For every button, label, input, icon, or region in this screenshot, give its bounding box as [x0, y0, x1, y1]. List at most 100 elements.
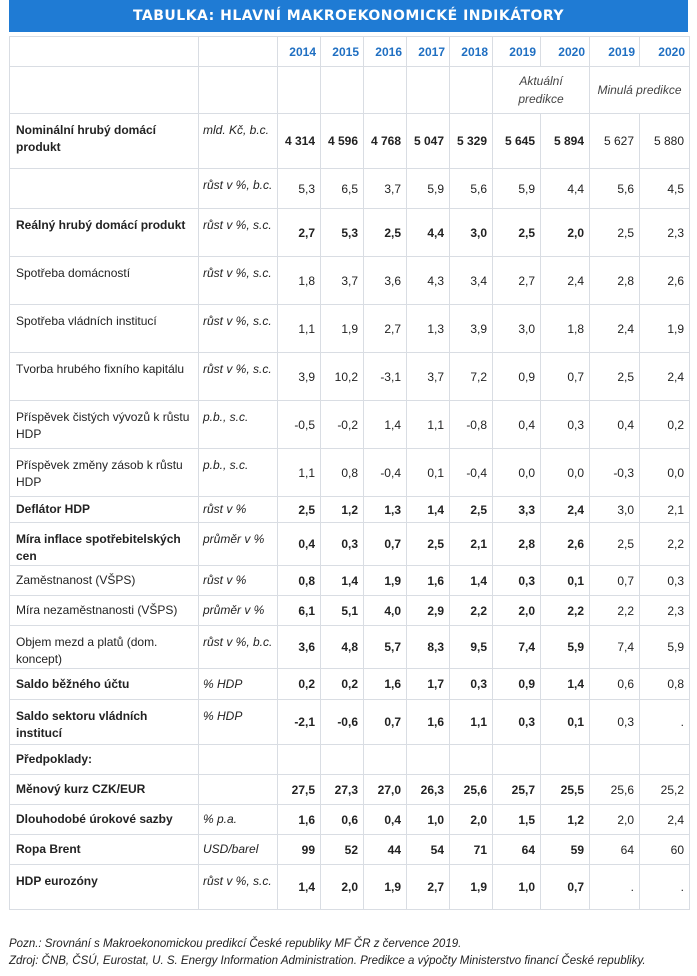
- value-cell: [277, 744, 321, 775]
- value-cell: 25,7: [492, 774, 541, 805]
- value-cell: 99: [277, 834, 321, 865]
- value-cell: 0,0: [639, 448, 690, 497]
- footnotes: Pozn.: Srovnání s Makroekonomickou predi…: [9, 936, 694, 970]
- value-cell: 1,4: [449, 565, 493, 596]
- value-cell: 5,6: [449, 168, 493, 209]
- value-cell: 3,7: [363, 168, 407, 209]
- macro-indicators-table: 2014 2015 2016 2017 2018 2019 2020 2019 2020 Akt…: [9, 36, 690, 910]
- value-cell: 4 596: [320, 113, 364, 169]
- value-cell: 64: [589, 834, 640, 865]
- indicator-unit: USD/barel: [198, 834, 278, 865]
- value-cell: 1,8: [277, 256, 321, 305]
- table-row: Zaměstnanost (VŠPS) růst v % 0,8 1,4 1,9 1,6 1…: [9, 565, 690, 596]
- value-cell: 0,3: [589, 699, 640, 745]
- value-cell: 2,5: [492, 208, 541, 257]
- indicator-name: Deflátor HDP: [9, 496, 199, 523]
- value-cell: [406, 744, 450, 775]
- indicator-unit: [198, 744, 278, 775]
- value-cell: 0,1: [406, 448, 450, 497]
- value-cell: 5 880: [639, 113, 690, 169]
- corner-cell: [9, 36, 199, 67]
- indicator-name: Míra nezaměstnanosti (VŠPS): [9, 595, 199, 626]
- value-cell: 0,3: [449, 668, 493, 700]
- value-cell: 2,2: [540, 595, 590, 626]
- value-cell: 4,0: [363, 595, 407, 626]
- value-cell: 2,3: [639, 595, 690, 626]
- value-cell: [589, 744, 640, 775]
- value-cell: 5 894: [540, 113, 590, 169]
- value-cell: 1,9: [363, 565, 407, 596]
- value-cell: 2,2: [449, 595, 493, 626]
- value-cell: 54: [406, 834, 450, 865]
- indicator-unit: průměr v %: [198, 522, 278, 566]
- value-cell: 5,6: [589, 168, 640, 209]
- value-cell: 0,2: [277, 668, 321, 700]
- value-cell: 52: [320, 834, 364, 865]
- value-cell: 1,1: [277, 448, 321, 497]
- value-cell: 2,5: [589, 208, 640, 257]
- table-row: Deflátor HDP růst v % 2,5 1,2 1,3 1,4 2,5 3,3 2,…: [9, 496, 690, 523]
- value-cell: [320, 744, 364, 775]
- value-cell: 59: [540, 834, 590, 865]
- indicator-unit: růst v %, s.c.: [198, 256, 278, 305]
- indicator-name: Dlouhodobé úrokové sazby: [9, 804, 199, 835]
- value-cell: 1,0: [492, 864, 541, 910]
- value-cell: [639, 744, 690, 775]
- value-cell: -0,3: [589, 448, 640, 497]
- value-cell: 5,9: [492, 168, 541, 209]
- value-cell: 2,0: [320, 864, 364, 910]
- table-row: Míra nezaměstnanosti (VŠPS) průměr v % 6,1…: [9, 595, 690, 626]
- table-row: Saldo sektoru vládních institucí% HDP -2,…: [9, 699, 690, 745]
- value-cell: 1,9: [320, 304, 364, 353]
- year-header-3: 2017: [406, 36, 450, 67]
- year-header-5: 2019: [492, 36, 541, 67]
- table-title: TABULKA: HLAVNÍ MAKROEKONOMICKÉ INDIKÁTO…: [9, 0, 688, 32]
- value-cell: 1,9: [363, 864, 407, 910]
- value-cell: 2,5: [406, 522, 450, 566]
- value-cell: 3,0: [449, 208, 493, 257]
- indicator-unit: růst v %, s.c.: [198, 304, 278, 353]
- indicator-unit: mld. Kč, b.c.: [198, 113, 278, 169]
- value-cell: 4,4: [406, 208, 450, 257]
- value-cell: 3,7: [406, 352, 450, 401]
- value-cell: 25,5: [540, 774, 590, 805]
- value-cell: 1,6: [277, 804, 321, 835]
- value-cell: 6,1: [277, 595, 321, 626]
- value-cell: 2,7: [406, 864, 450, 910]
- value-cell: 2,7: [363, 304, 407, 353]
- year-header-2: 2016: [363, 36, 407, 67]
- footnote-pozn: Pozn.: Srovnání s Makroekonomickou predi…: [9, 938, 462, 950]
- value-cell: 0,9: [492, 352, 541, 401]
- indicator-name: Tvorba hrubého fixního kapitálu: [9, 352, 199, 401]
- value-cell: 0,9: [492, 668, 541, 700]
- value-cell: 71: [449, 834, 493, 865]
- indicator-unit: průměr v %: [198, 595, 278, 626]
- value-cell: 9,5: [449, 625, 493, 669]
- indicator-name: Předpoklady:: [9, 744, 199, 775]
- value-cell: 4,8: [320, 625, 364, 669]
- value-cell: 3,9: [277, 352, 321, 401]
- value-cell: 1,3: [363, 496, 407, 523]
- value-cell: 3,0: [589, 496, 640, 523]
- value-cell: 5 329: [449, 113, 493, 169]
- year-header-1: 2015: [320, 36, 364, 67]
- value-cell: 0,4: [589, 400, 640, 449]
- value-cell: 0,3: [320, 522, 364, 566]
- value-cell: 1,0: [406, 804, 450, 835]
- value-cell: 2,1: [449, 522, 493, 566]
- value-cell: 2,0: [540, 208, 590, 257]
- value-cell: 60: [639, 834, 690, 865]
- value-cell: 2,4: [639, 352, 690, 401]
- value-cell: 3,6: [277, 625, 321, 669]
- indicator-name: Míra inflace spotřebitelských cen: [9, 522, 199, 566]
- value-cell: 64: [492, 834, 541, 865]
- value-cell: 0,7: [589, 565, 640, 596]
- value-cell: 0,3: [639, 565, 690, 596]
- table-row: Příspěvek změny zásob k růstu HDP p.b., s…: [9, 448, 690, 497]
- value-cell: 0,7: [540, 352, 590, 401]
- value-cell: [449, 744, 493, 775]
- value-cell: 1,4: [406, 496, 450, 523]
- value-cell: 1,4: [277, 864, 321, 910]
- value-cell: 5,9: [406, 168, 450, 209]
- table-row: růst v %, b.c. 5,3 6,5 3,7 5,9 5,6 5,9 4,4 5,6 4,…: [9, 168, 690, 209]
